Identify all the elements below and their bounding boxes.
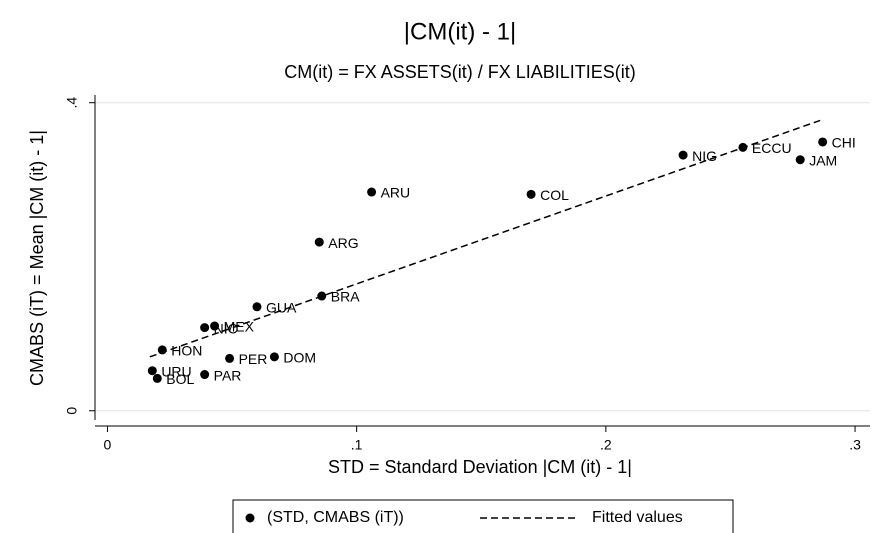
point-label: ECCU <box>752 140 792 156</box>
point-label: GUA <box>266 299 297 315</box>
legend-box <box>232 499 734 533</box>
x-tick-label: .1 <box>351 437 363 453</box>
data-point <box>152 373 162 383</box>
point-label: NIC <box>214 320 238 336</box>
y-axis-label: CMABS (iT) = Mean |CM (it) - 1| <box>27 130 47 386</box>
data-point <box>147 366 157 376</box>
data-point <box>269 352 279 362</box>
x-tick-label: 0 <box>104 437 112 453</box>
chart-title: |CM(it) - 1| <box>404 18 516 45</box>
data-point <box>678 150 688 160</box>
point-label: ARU <box>381 185 411 201</box>
point-label: COL <box>540 187 569 203</box>
data-point <box>795 155 805 165</box>
x-tick-label: .2 <box>600 437 612 453</box>
x-axis-label: STD = Standard Deviation |CM (it) - 1| <box>328 457 632 477</box>
data-point <box>252 302 262 312</box>
data-point <box>225 353 235 363</box>
x-tick-label: .3 <box>849 437 861 453</box>
legend-marker <box>245 513 255 523</box>
data-point <box>200 370 210 380</box>
data-point <box>526 189 536 199</box>
data-point <box>818 137 828 147</box>
chart-subtitle: CM(it) = FX ASSETS(it) / FX LIABILITIES(… <box>284 62 636 82</box>
point-label: ARG <box>328 235 358 251</box>
data-point <box>314 237 324 247</box>
y-tick-label: .4 <box>64 97 80 109</box>
point-label: BRA <box>331 289 360 305</box>
point-label: PER <box>239 351 268 367</box>
point-label: BOL <box>166 371 194 387</box>
point-label: URU <box>161 363 191 379</box>
y-tick-label: 0 <box>64 407 80 415</box>
fitted-line <box>149 119 821 358</box>
point-label: DOM <box>283 350 316 366</box>
point-label: HON <box>171 343 202 359</box>
point-label: CHI <box>832 135 856 151</box>
data-point <box>210 321 220 331</box>
point-label: PAR <box>214 367 242 383</box>
data-point <box>200 323 210 333</box>
legend-label: (STD, CMABS (iT)) <box>267 509 404 526</box>
point-label: JAM <box>809 152 837 168</box>
data-point <box>367 187 377 197</box>
legend-label: Fitted values <box>592 509 683 526</box>
